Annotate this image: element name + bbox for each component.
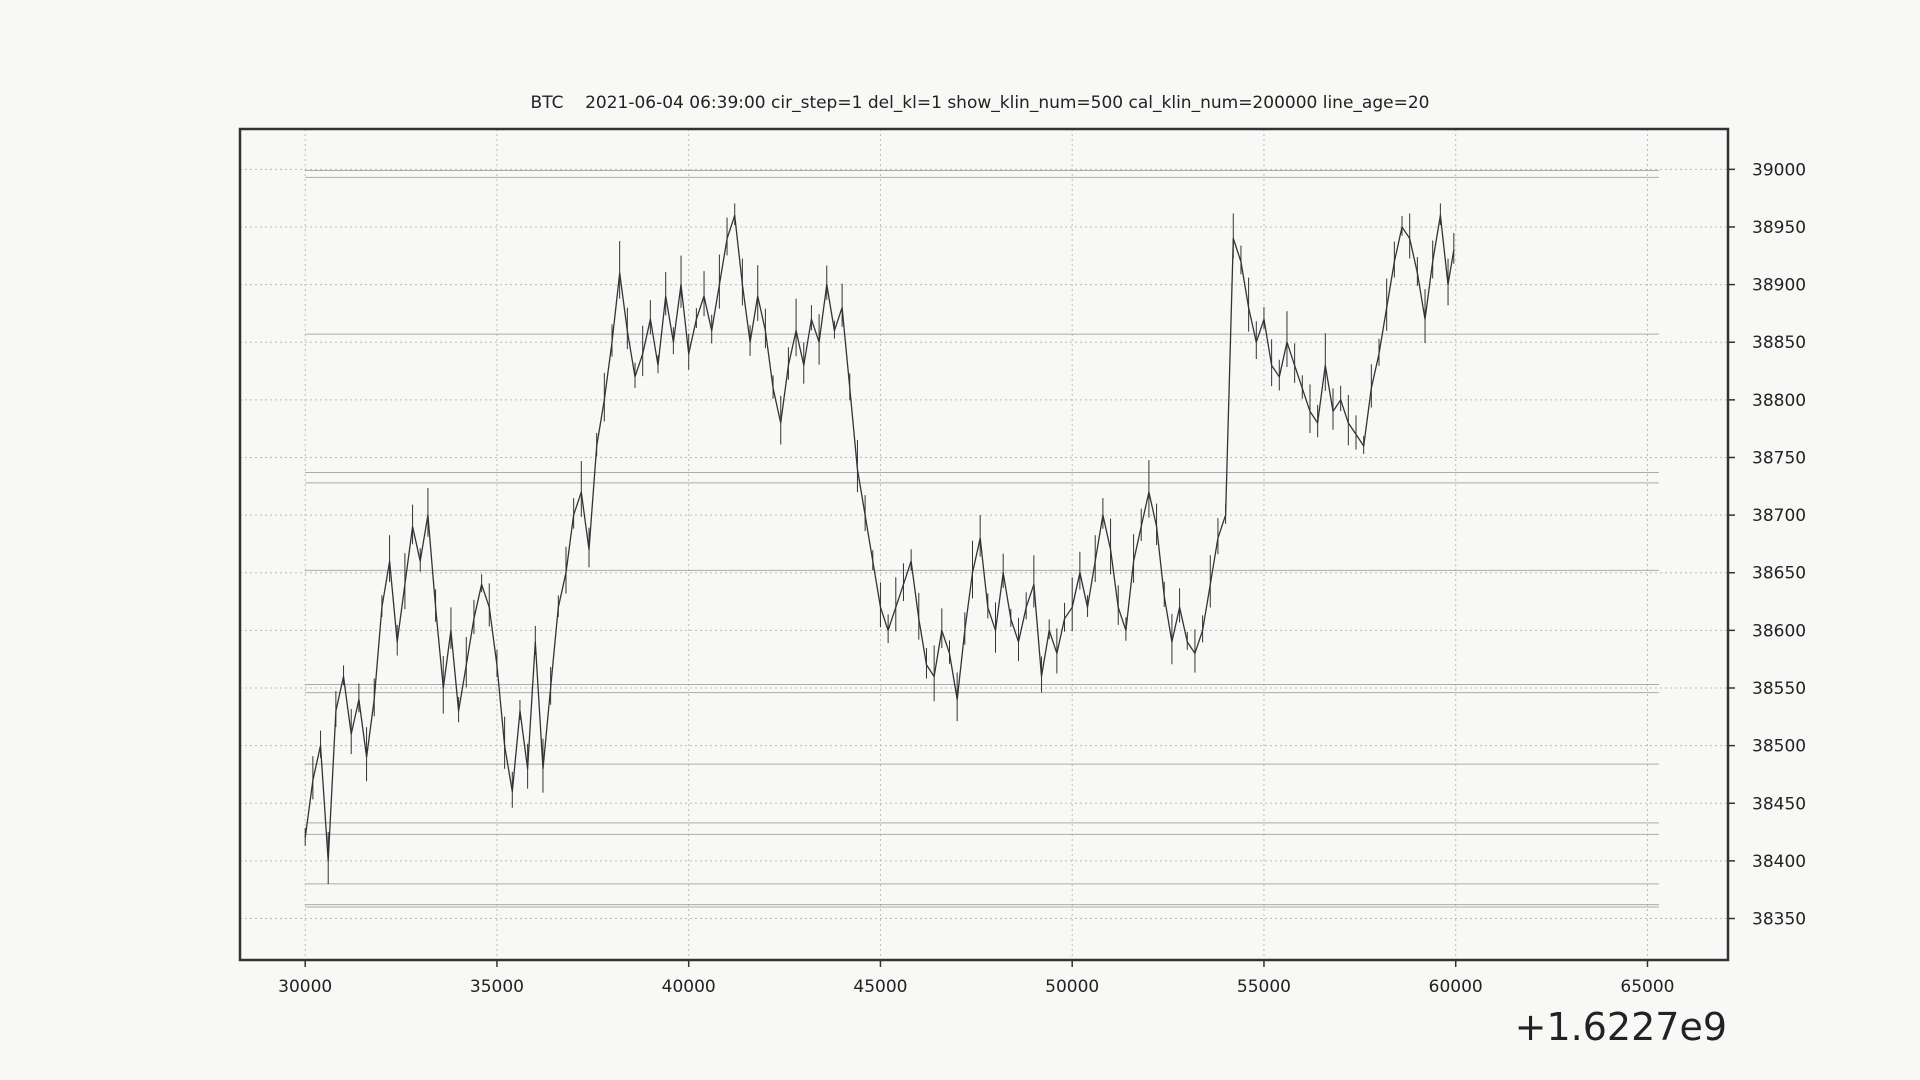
x-tick-label: 50000: [1045, 977, 1099, 997]
x-tick-label: 65000: [1620, 977, 1674, 997]
x-axis-ticks: 30000 35000 40000 45000 50000 55000 60000 65000: [278, 960, 1675, 997]
x-axis-offset-label: +1.6227e9: [1515, 1005, 1727, 1049]
y-tick-label: 38850: [1752, 333, 1806, 353]
y-tick-label: 38600: [1752, 621, 1806, 641]
x-tick-label: 45000: [853, 977, 907, 997]
horizontal-levels: [305, 169, 1659, 908]
y-tick-label: 38400: [1752, 852, 1806, 872]
x-tick-label: 30000: [278, 977, 332, 997]
plot-frame: [238, 127, 1730, 962]
y-tick-label: 38900: [1752, 276, 1806, 296]
grid: [240, 129, 1728, 960]
y-axis-ticks: 38350 38400 38450 38500 38550 38600 38650 38700…: [1728, 160, 1806, 930]
chart-title: BTC 2021-06-04 06:39:00 cir_step=1 del_k…: [531, 93, 1430, 113]
y-tick-label: 38950: [1752, 218, 1806, 238]
x-tick-label: 35000: [470, 977, 524, 997]
x-tick-label: 40000: [662, 977, 716, 997]
y-tick-label: 38800: [1752, 391, 1806, 411]
x-tick-label: 60000: [1429, 977, 1483, 997]
x-tick-label: 55000: [1237, 977, 1291, 997]
y-tick-label: 38450: [1752, 794, 1806, 814]
y-tick-label: 39000: [1752, 160, 1806, 180]
y-tick-label: 38550: [1752, 679, 1806, 699]
y-tick-label: 38500: [1752, 737, 1806, 757]
y-tick-label: 38650: [1752, 564, 1806, 584]
y-tick-label: 38750: [1752, 448, 1806, 468]
y-tick-label: 38700: [1752, 506, 1806, 526]
price-series: [304, 203, 1455, 885]
y-tick-label: 38350: [1752, 910, 1806, 930]
